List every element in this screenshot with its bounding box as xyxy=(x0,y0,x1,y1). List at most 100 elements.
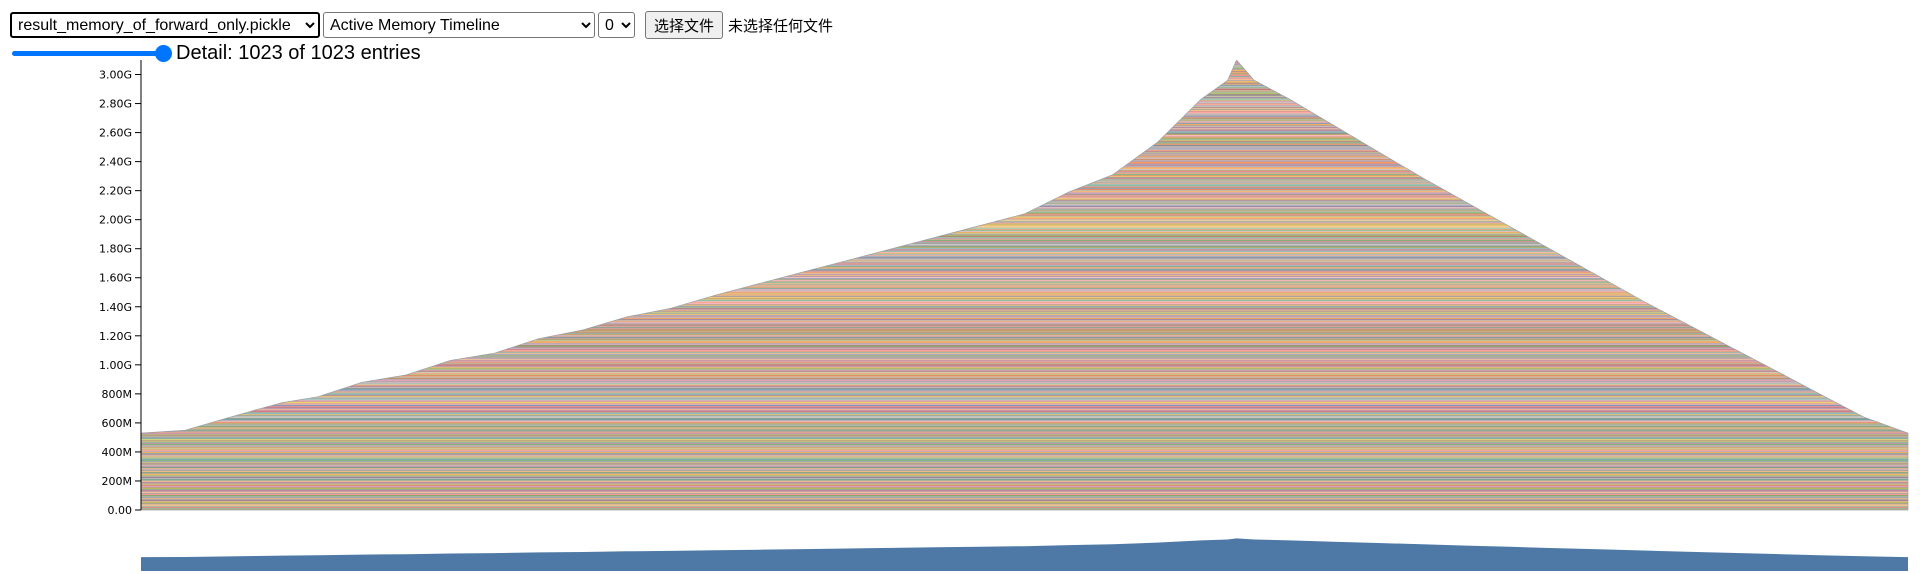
allocation-band[interactable] xyxy=(141,417,1908,419)
allocation-band[interactable] xyxy=(141,225,1908,227)
allocation-band[interactable] xyxy=(141,286,1908,288)
allocation-band[interactable] xyxy=(141,118,1908,120)
allocation-band[interactable] xyxy=(141,261,1908,262)
allocation-band[interactable] xyxy=(141,109,1908,111)
allocation-band[interactable] xyxy=(141,188,1908,190)
allocation-band[interactable] xyxy=(141,208,1908,210)
allocation-band[interactable] xyxy=(141,345,1908,346)
allocation-band[interactable] xyxy=(141,460,1908,461)
allocation-band[interactable] xyxy=(141,155,1908,156)
allocation-band[interactable] xyxy=(141,448,1908,450)
allocation-band[interactable] xyxy=(141,133,1908,135)
allocation-band[interactable] xyxy=(141,126,1908,128)
allocation-band[interactable] xyxy=(141,139,1908,140)
allocation-band[interactable] xyxy=(141,496,1908,498)
allocation-band[interactable] xyxy=(141,489,1908,491)
allocation-band[interactable] xyxy=(141,136,1908,138)
allocation-band[interactable] xyxy=(141,387,1908,388)
allocation-band[interactable] xyxy=(141,251,1908,252)
allocation-band[interactable] xyxy=(141,113,1908,115)
allocation-band[interactable] xyxy=(141,240,1908,242)
allocation-band[interactable] xyxy=(141,246,1908,248)
allocation-band[interactable] xyxy=(141,144,1908,146)
allocation-band[interactable] xyxy=(141,258,1908,260)
allocation-band[interactable] xyxy=(141,267,1908,268)
allocation-band[interactable] xyxy=(141,493,1908,495)
allocation-band[interactable] xyxy=(141,210,1908,212)
allocation-band[interactable] xyxy=(141,474,1908,475)
allocation-band[interactable] xyxy=(141,214,1908,215)
allocation-band[interactable] xyxy=(141,360,1908,362)
allocation-band[interactable] xyxy=(141,308,1908,310)
allocation-band[interactable] xyxy=(141,473,1908,475)
allocation-band[interactable] xyxy=(141,503,1908,505)
allocation-band[interactable] xyxy=(141,119,1908,120)
allocation-band[interactable] xyxy=(141,89,1908,91)
allocation-band[interactable] xyxy=(141,107,1908,109)
allocation-band[interactable] xyxy=(141,157,1908,158)
allocation-band[interactable] xyxy=(141,287,1908,289)
allocation-band[interactable] xyxy=(141,479,1908,481)
allocation-band[interactable] xyxy=(141,199,1908,201)
allocation-band[interactable] xyxy=(141,280,1908,281)
allocation-band[interactable] xyxy=(141,261,1908,263)
allocation-band[interactable] xyxy=(141,412,1908,413)
allocation-band[interactable] xyxy=(141,373,1908,375)
allocation-band[interactable] xyxy=(141,471,1908,473)
allocation-band[interactable] xyxy=(141,458,1908,460)
allocation-band[interactable] xyxy=(141,349,1908,351)
allocation-band[interactable] xyxy=(141,370,1908,372)
allocation-band[interactable] xyxy=(141,233,1908,234)
allocation-band[interactable] xyxy=(141,455,1908,456)
allocation-band[interactable] xyxy=(141,118,1908,119)
allocation-band[interactable] xyxy=(141,424,1908,425)
allocation-band[interactable] xyxy=(141,88,1908,90)
allocation-band[interactable] xyxy=(141,110,1908,112)
allocation-band[interactable] xyxy=(141,366,1908,367)
allocation-band[interactable] xyxy=(141,174,1908,176)
allocation-band[interactable] xyxy=(141,76,1908,77)
allocation-band[interactable] xyxy=(141,304,1908,305)
allocation-band[interactable] xyxy=(141,86,1908,87)
allocation-band[interactable] xyxy=(141,368,1908,369)
allocation-band[interactable] xyxy=(141,491,1908,493)
allocation-band[interactable] xyxy=(141,171,1908,172)
allocation-band[interactable] xyxy=(141,354,1908,355)
allocation-band[interactable] xyxy=(141,440,1908,442)
allocation-band[interactable] xyxy=(141,211,1908,213)
allocation-band[interactable] xyxy=(141,333,1908,334)
allocation-band[interactable] xyxy=(141,144,1908,145)
allocation-band[interactable] xyxy=(141,403,1908,405)
allocation-band[interactable] xyxy=(141,96,1908,98)
allocation-band[interactable] xyxy=(141,101,1908,103)
allocation-band[interactable] xyxy=(141,483,1908,485)
allocation-band[interactable] xyxy=(141,466,1908,467)
allocation-band[interactable] xyxy=(141,396,1908,397)
allocation-band[interactable] xyxy=(141,92,1908,94)
allocation-band[interactable] xyxy=(141,115,1908,117)
allocation-band[interactable] xyxy=(141,255,1908,256)
allocation-band[interactable] xyxy=(141,302,1908,304)
allocation-band[interactable] xyxy=(141,299,1908,301)
allocation-band[interactable] xyxy=(141,464,1908,466)
allocation-band[interactable] xyxy=(141,467,1908,468)
allocation-band[interactable] xyxy=(141,469,1908,471)
allocation-band[interactable] xyxy=(141,131,1908,133)
allocation-band[interactable] xyxy=(141,217,1908,219)
allocation-band[interactable] xyxy=(141,488,1908,489)
allocation-band[interactable] xyxy=(141,294,1908,296)
allocation-band[interactable] xyxy=(141,324,1908,325)
allocation-band[interactable] xyxy=(141,145,1908,147)
allocation-band[interactable] xyxy=(141,222,1908,223)
allocation-band[interactable] xyxy=(141,462,1908,464)
allocation-band[interactable] xyxy=(141,246,1908,247)
allocation-band[interactable] xyxy=(141,357,1908,358)
allocation-band[interactable] xyxy=(141,167,1908,168)
allocation-band[interactable] xyxy=(141,168,1908,170)
allocation-band[interactable] xyxy=(141,390,1908,391)
allocation-band[interactable] xyxy=(141,229,1908,231)
allocation-band[interactable] xyxy=(141,505,1908,507)
allocation-band[interactable] xyxy=(141,187,1908,189)
allocation-band[interactable] xyxy=(141,248,1908,250)
allocation-band[interactable] xyxy=(141,186,1908,188)
